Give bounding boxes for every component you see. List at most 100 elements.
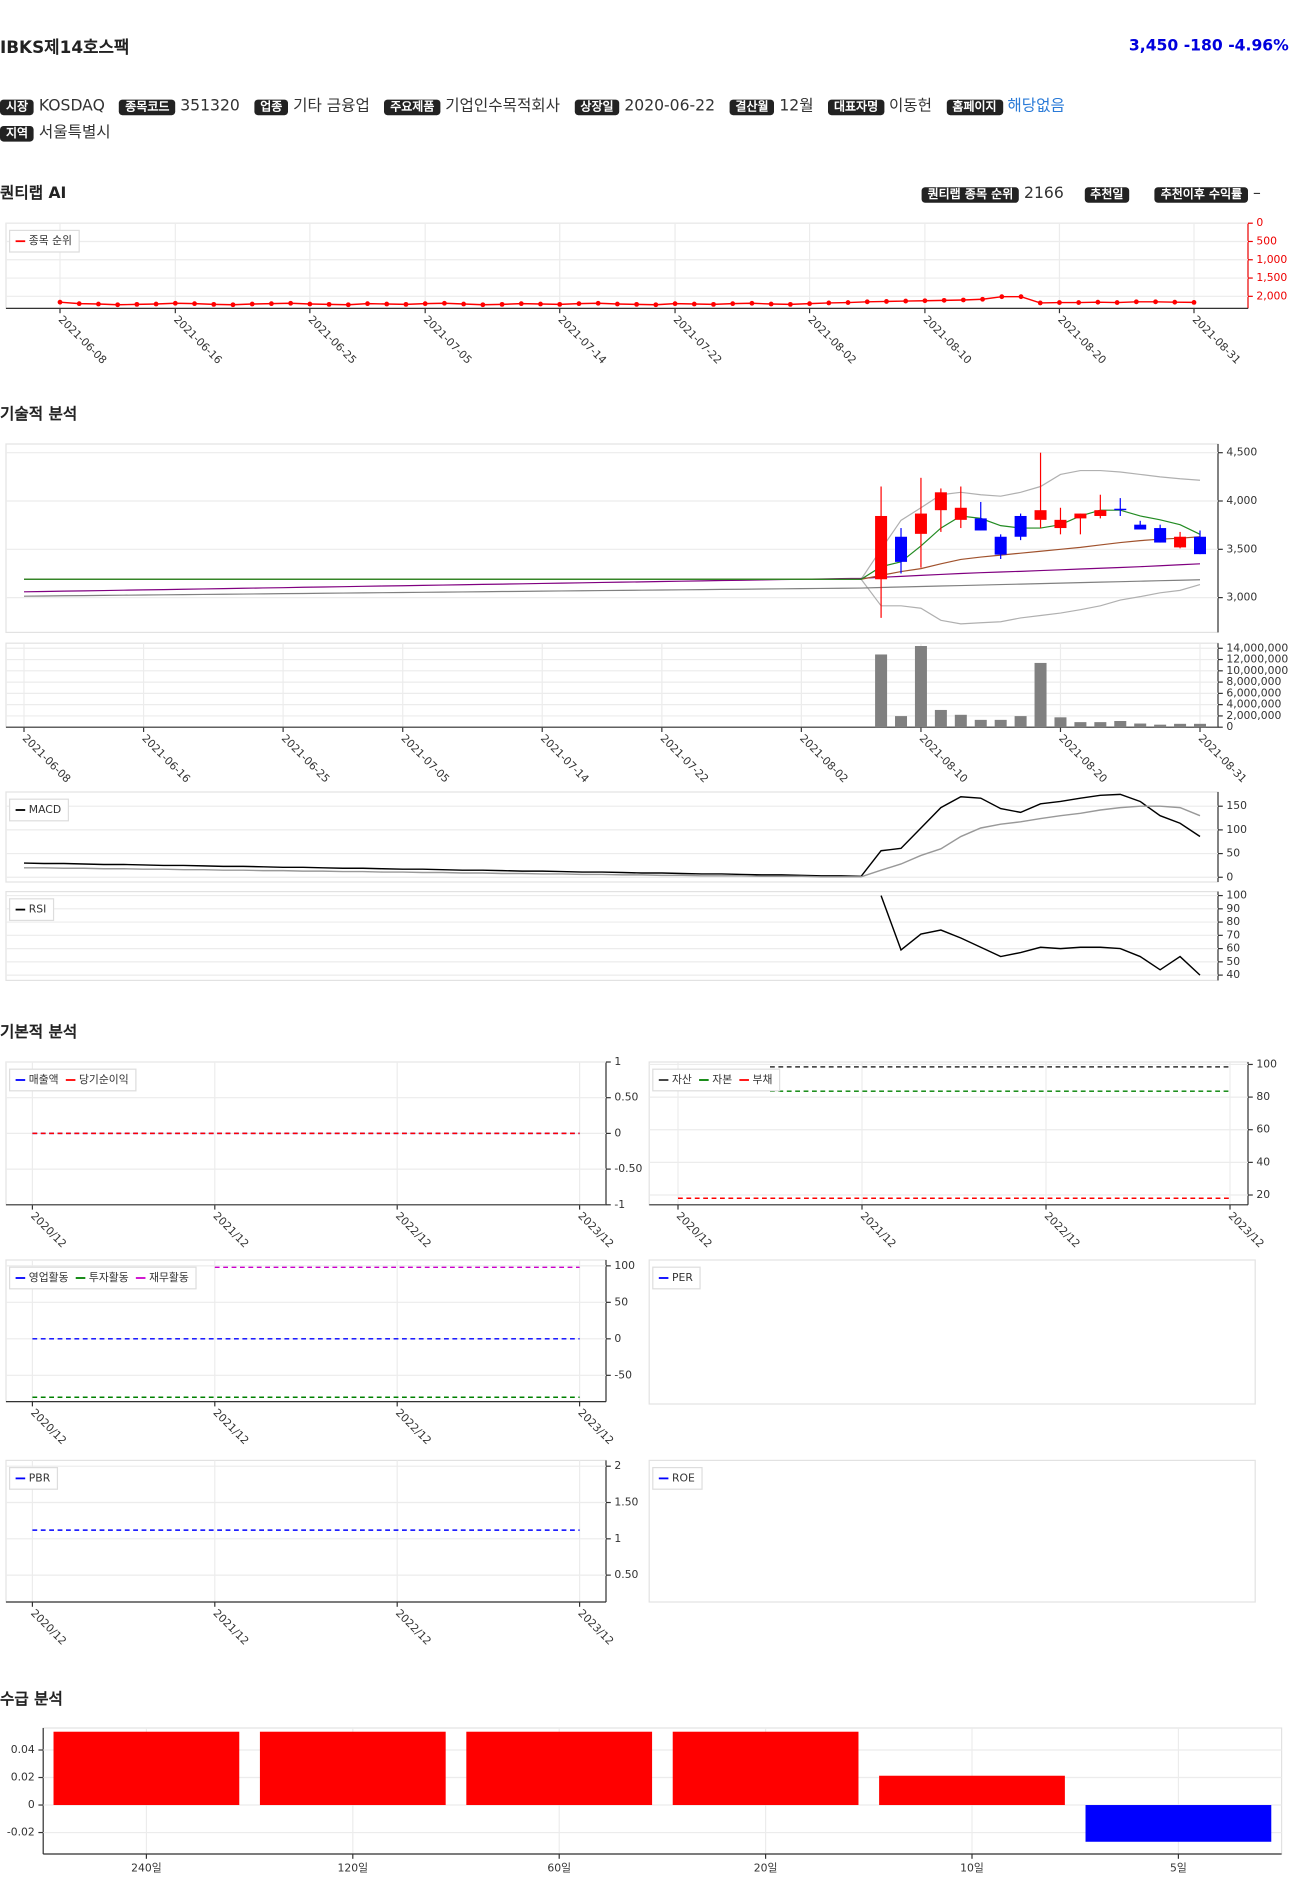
indicator-line <box>23 579 1201 597</box>
value: 351320 <box>180 97 240 116</box>
legend-box <box>9 1467 59 1490</box>
y-tick-label: 0.50 <box>614 1091 638 1104</box>
x-tick-label: 2021/12 <box>211 1607 252 1648</box>
point <box>864 299 870 305</box>
point <box>1153 299 1158 305</box>
info-item: 결산월 12월 <box>729 92 828 118</box>
point <box>403 301 409 307</box>
plot-frame <box>5 891 1219 982</box>
x-tick-label: 2021-08-10 <box>921 313 975 367</box>
plot-frame <box>648 1459 1256 1603</box>
line <box>59 295 1195 306</box>
point <box>922 298 928 304</box>
y-tick-label: 4,500 <box>1226 446 1257 459</box>
bar <box>53 1731 240 1806</box>
point <box>960 297 966 303</box>
bar <box>1085 1805 1272 1842</box>
point <box>730 301 736 307</box>
info-item: 지역 서울특별시 <box>0 119 125 145</box>
plot-frame <box>5 642 1219 728</box>
x-tick-label: 2020/12 <box>28 1607 69 1648</box>
x-tick-label: 2021-06-08 <box>56 313 110 367</box>
y-tick-label: 4,000 <box>1226 494 1257 507</box>
y-tick-label: 1 <box>614 1055 621 1068</box>
y-tick-label: 100 <box>1226 823 1247 836</box>
point <box>595 300 601 306</box>
y-tick-label: 100 <box>1256 1057 1277 1070</box>
point <box>768 301 774 307</box>
y-tick-label: 0 <box>1226 870 1233 883</box>
tag: 지역 <box>0 126 35 142</box>
legend-label: ROE <box>672 1471 695 1484</box>
y-tick-label: 50 <box>1226 847 1240 860</box>
point <box>1018 294 1024 300</box>
y-tick-label: 60 <box>1226 942 1240 955</box>
x-tick-label: 2021-06-25 <box>306 313 360 367</box>
bar <box>914 646 927 728</box>
candle-body <box>875 515 888 580</box>
point <box>749 300 755 306</box>
y-tick-label: 0 <box>28 1798 35 1811</box>
candle-body <box>1134 524 1147 530</box>
tag: 결산월 <box>729 99 775 116</box>
point <box>1191 300 1197 305</box>
x-tick-label: 10일 <box>960 1860 984 1874</box>
point <box>999 294 1005 300</box>
x-tick-label: 5일 <box>1170 1860 1187 1874</box>
legend-label: 종목 순위 <box>29 234 72 247</box>
line <box>23 793 1201 878</box>
point <box>711 301 716 307</box>
price: 3,450 <box>1128 37 1179 56</box>
point <box>538 301 543 307</box>
bar <box>1114 720 1127 728</box>
stock-title: IBKS제14호스팩 <box>0 38 130 58</box>
point <box>172 300 178 306</box>
plot-frame <box>5 222 1249 310</box>
x-tick-label: 2020/12 <box>28 1406 69 1447</box>
point <box>941 297 947 303</box>
x-tick-label: 2021-07-05 <box>398 732 452 786</box>
legend-box <box>9 798 69 822</box>
y-tick-label: 3,500 <box>1226 542 1257 555</box>
legend-label: RSI <box>29 903 47 916</box>
x-tick-label: 2022/12 <box>393 1209 434 1250</box>
section-title: 기본적 분석 <box>0 1023 78 1042</box>
x-tick-label: 2021-06-16 <box>139 732 193 786</box>
point <box>461 301 467 307</box>
x-tick-label: 2021-07-14 <box>538 732 592 786</box>
bar <box>1034 662 1047 728</box>
bar <box>994 719 1007 728</box>
y-tick-label: 0 <box>1256 216 1263 229</box>
line <box>24 805 1201 878</box>
y-tick-label: 1,000 <box>1256 253 1287 266</box>
change: -180 <box>1183 37 1223 56</box>
bar <box>1014 716 1027 728</box>
legend-label: 재무활동 <box>149 1271 189 1284</box>
x-tick-label: 20일 <box>754 1860 778 1874</box>
point <box>192 301 197 307</box>
candle-body <box>1174 536 1187 548</box>
tag: 상장일 <box>574 99 620 116</box>
section-title: 수급 분석 <box>0 1690 63 1709</box>
x-tick-label: 2021-08-20 <box>1056 732 1110 786</box>
y-tick-label: 2,000 <box>1256 289 1287 302</box>
candle-body <box>895 536 908 562</box>
y-tick-label: 0.04 <box>11 1743 35 1756</box>
bar <box>672 1731 859 1806</box>
candle-body <box>1114 508 1127 511</box>
bar <box>879 1775 1065 1806</box>
homepage-link[interactable]: 해당없음 <box>1007 97 1065 116</box>
info-item: 대표자명 이동헌 <box>827 92 946 118</box>
change-pct: -4.96% <box>1228 37 1289 56</box>
y-tick-label: 500 <box>1256 234 1277 247</box>
x-tick-label: 2022/12 <box>393 1607 434 1648</box>
point <box>672 301 678 307</box>
bar <box>954 714 967 728</box>
point <box>903 298 909 304</box>
x-tick-label: 2021/12 <box>858 1209 899 1250</box>
x-tick-label: 2023/12 <box>1226 1209 1267 1250</box>
y-tick-label: 90 <box>1226 902 1240 915</box>
x-tick-label: 2020/12 <box>674 1209 715 1250</box>
point <box>211 301 217 307</box>
y-tick-label: 4,000,000 <box>1226 698 1281 711</box>
